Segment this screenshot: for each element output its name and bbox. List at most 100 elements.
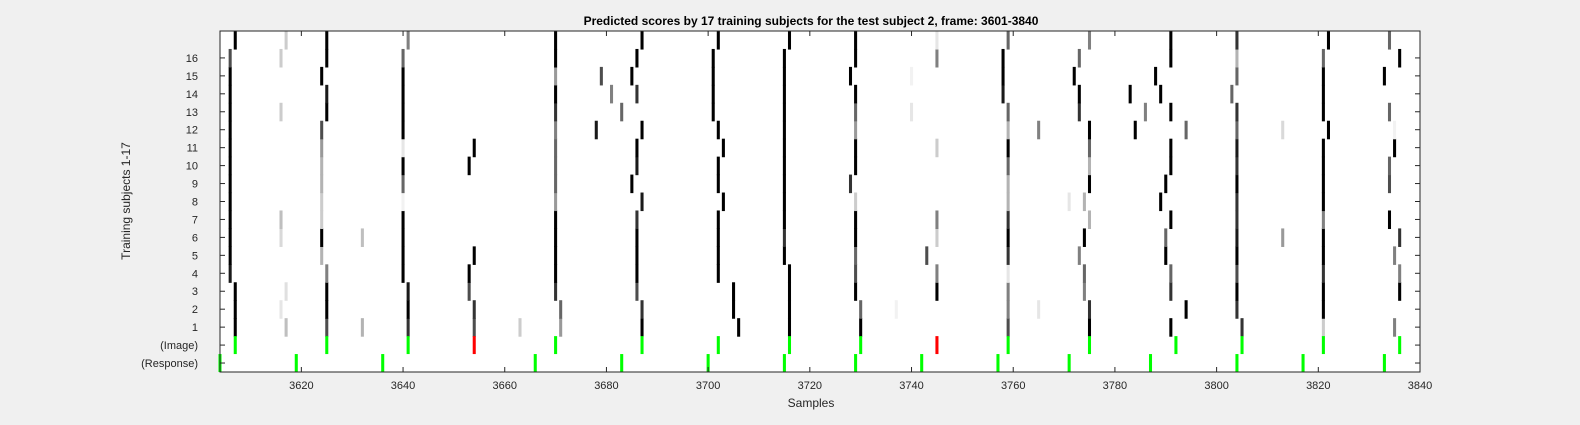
score-cell bbox=[854, 156, 858, 176]
score-cell bbox=[635, 228, 639, 247]
score-cell bbox=[1001, 84, 1005, 104]
score-cell bbox=[594, 120, 598, 140]
score-cell bbox=[1235, 31, 1239, 50]
score-cell bbox=[1235, 66, 1239, 86]
score-cell bbox=[1087, 138, 1092, 158]
score-cell bbox=[1321, 246, 1325, 265]
score-cell bbox=[320, 246, 324, 265]
score-cell bbox=[1006, 264, 1010, 283]
score-cell bbox=[228, 228, 232, 247]
score-cell bbox=[1133, 120, 1137, 140]
score-cell bbox=[1164, 174, 1168, 194]
score-cell bbox=[1001, 66, 1005, 86]
score-cell bbox=[640, 192, 644, 212]
score-cell bbox=[284, 31, 288, 50]
score-cell bbox=[401, 192, 405, 212]
score-cell bbox=[935, 138, 939, 158]
score-cell bbox=[228, 246, 232, 265]
score-cell bbox=[325, 300, 329, 319]
y-tick-label: 9 bbox=[192, 179, 198, 191]
score-cell bbox=[1169, 138, 1173, 158]
score-cell bbox=[1072, 66, 1076, 86]
score-cell bbox=[325, 48, 329, 68]
score-cell bbox=[854, 31, 858, 50]
score-cell bbox=[228, 66, 232, 86]
score-cell bbox=[1087, 318, 1092, 337]
image-event-mismatch bbox=[472, 336, 476, 355]
score-cell bbox=[228, 192, 232, 212]
score-cell bbox=[782, 228, 786, 247]
y-tick-label: 7 bbox=[192, 214, 198, 226]
y-tick-label: (Image) bbox=[160, 340, 198, 352]
y-tick-label: 15 bbox=[186, 71, 198, 83]
score-cell bbox=[228, 156, 232, 176]
score-cell bbox=[1087, 300, 1092, 319]
score-cell bbox=[716, 228, 720, 247]
score-cell bbox=[787, 31, 792, 50]
score-cell bbox=[1001, 48, 1005, 68]
score-cell bbox=[635, 264, 639, 283]
score-cell bbox=[228, 210, 232, 230]
score-cell bbox=[935, 228, 939, 247]
image-event-match bbox=[859, 336, 863, 355]
score-cell bbox=[1087, 156, 1092, 176]
score-cell bbox=[1321, 228, 1325, 247]
score-cell bbox=[1006, 246, 1010, 265]
score-cell bbox=[640, 318, 644, 337]
score-cell bbox=[1321, 48, 1325, 68]
score-cell bbox=[782, 138, 786, 158]
score-cell bbox=[1387, 174, 1392, 194]
score-cell bbox=[320, 228, 324, 247]
score-cell bbox=[401, 84, 405, 104]
score-cell bbox=[716, 246, 720, 265]
x-tick-label: 3700 bbox=[696, 380, 720, 392]
score-cell bbox=[1235, 300, 1239, 319]
score-cell bbox=[401, 246, 405, 265]
score-cell bbox=[1321, 138, 1325, 158]
response-event bbox=[1301, 354, 1305, 372]
score-cell bbox=[1006, 120, 1010, 140]
score-cell bbox=[1006, 300, 1010, 319]
score-cell bbox=[1398, 228, 1402, 247]
score-cell bbox=[1321, 174, 1325, 194]
score-cell bbox=[467, 264, 471, 283]
score-cell bbox=[554, 246, 558, 265]
score-cell bbox=[782, 102, 786, 122]
score-cell bbox=[635, 156, 639, 176]
score-cell bbox=[787, 300, 792, 319]
score-cell bbox=[854, 228, 858, 247]
score-cell bbox=[554, 48, 558, 68]
score-cell bbox=[1037, 300, 1041, 319]
score-cell bbox=[610, 84, 614, 104]
score-cell bbox=[325, 264, 329, 283]
x-tick-label: 3660 bbox=[493, 380, 517, 392]
image-event-match bbox=[787, 336, 792, 355]
image-event-match bbox=[554, 336, 558, 355]
score-cell bbox=[1077, 246, 1081, 265]
score-cell bbox=[1321, 210, 1325, 230]
score-cell bbox=[554, 31, 558, 50]
score-cell bbox=[854, 210, 858, 230]
score-cell bbox=[1128, 84, 1132, 104]
score-cell bbox=[894, 300, 898, 319]
response-event bbox=[782, 354, 786, 372]
image-event-match bbox=[325, 336, 329, 355]
score-cell bbox=[1154, 66, 1158, 86]
score-cell bbox=[1321, 156, 1325, 176]
image-event-match bbox=[406, 336, 410, 355]
image-event-match bbox=[233, 336, 237, 355]
score-cell bbox=[732, 282, 736, 301]
score-cell bbox=[848, 66, 853, 86]
score-cell bbox=[233, 300, 237, 319]
score-cell bbox=[1281, 228, 1285, 247]
score-cell bbox=[228, 174, 232, 194]
score-cell bbox=[320, 174, 324, 194]
score-cell bbox=[1398, 264, 1402, 283]
score-cell bbox=[1235, 120, 1239, 140]
score-cell bbox=[640, 300, 644, 319]
score-cell bbox=[1006, 228, 1010, 247]
score-cell bbox=[559, 300, 563, 319]
score-cell bbox=[1006, 192, 1010, 212]
score-cell bbox=[554, 156, 558, 176]
